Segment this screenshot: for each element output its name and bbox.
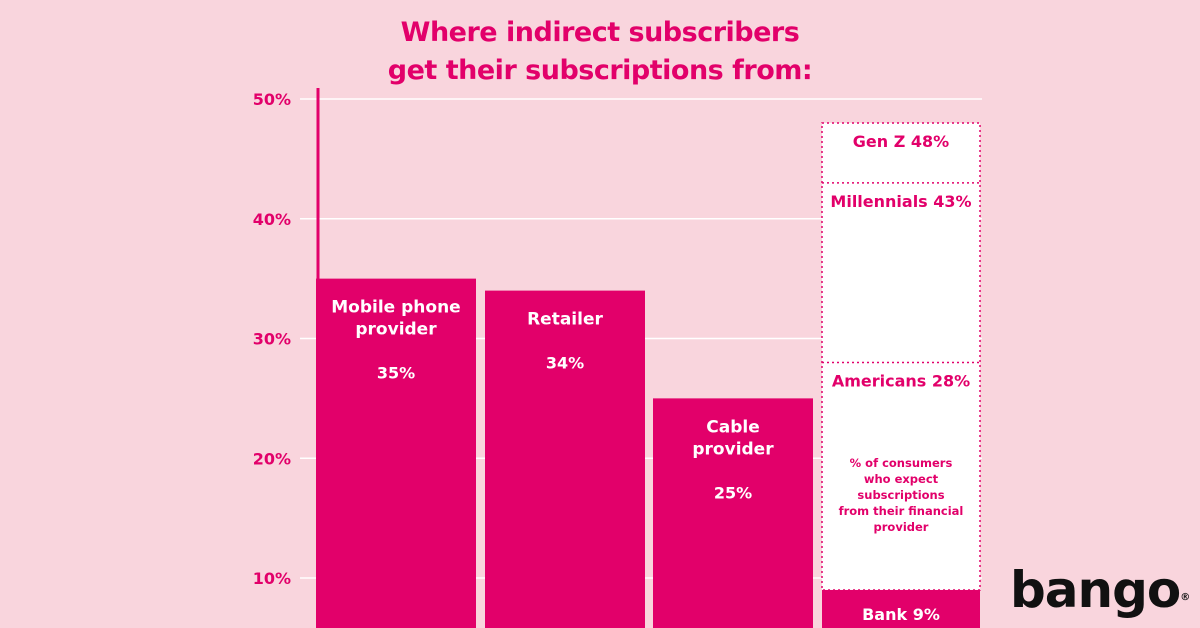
y-tick-label: 10% <box>253 569 291 588</box>
note-text: provider <box>874 520 929 534</box>
bar <box>316 278 476 628</box>
segment-label: Millennials 43% <box>830 192 971 211</box>
chart-title: Where indirect subscribers get their sub… <box>0 14 1200 90</box>
bar-label: Retailer <box>527 310 603 330</box>
bar-value-label: 25% <box>714 483 752 502</box>
bango-logo: bango® <box>1010 560 1190 620</box>
segment-label: Gen Z 48% <box>853 132 949 151</box>
bar-value-label: 34% <box>546 354 584 373</box>
bar-label: Cable <box>706 417 759 437</box>
chart-title-line2: get their subscriptions from: <box>387 55 813 86</box>
bar-label: provider <box>355 320 437 340</box>
registered-mark: ® <box>1180 592 1190 603</box>
bar-label: provider <box>692 439 774 459</box>
y-tick-label: 30% <box>253 330 291 349</box>
y-tick-label: 50% <box>253 90 291 109</box>
bar-label: Mobile phone <box>331 298 460 318</box>
chart-title-line1: Where indirect subscribers <box>400 17 800 48</box>
bank-label: Bank 9% <box>862 605 940 624</box>
note-text: % of consumers <box>850 456 953 470</box>
note-text: who expect <box>864 472 939 486</box>
bar <box>485 290 645 628</box>
note-text: from their financial <box>839 504 964 518</box>
bar <box>653 398 813 628</box>
bar-value-label: 35% <box>377 364 415 383</box>
logo-text: bango <box>1010 561 1181 619</box>
bank-bar <box>822 589 980 628</box>
y-tick-label: 40% <box>253 210 291 229</box>
y-tick-label: 20% <box>253 449 291 468</box>
note-text: subscriptions <box>857 488 944 502</box>
segment-label: Americans 28% <box>832 371 970 390</box>
financial-provider-column <box>821 122 981 591</box>
